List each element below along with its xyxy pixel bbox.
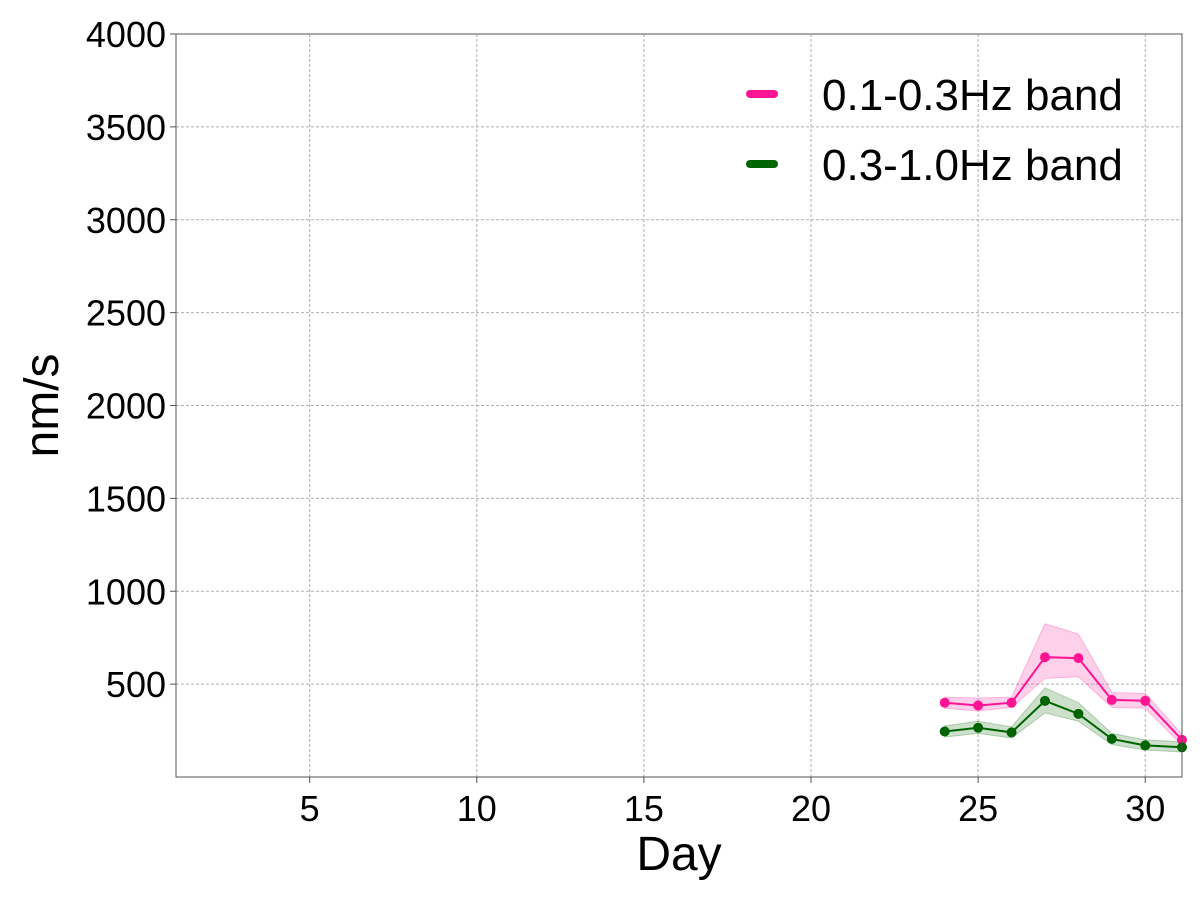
y-tick-label: 2500 (86, 293, 166, 334)
x-tick-label: 25 (958, 788, 998, 829)
data-point (1140, 740, 1151, 751)
data-point (1073, 708, 1084, 719)
y-tick-label: 4000 (86, 14, 166, 55)
x-tick-label: 5 (300, 788, 320, 829)
legend-label: 0.1-0.3Hz band (822, 71, 1123, 120)
data-point (1039, 695, 1050, 706)
x-tick-label: 15 (624, 788, 664, 829)
series-line-1 (944, 699, 1183, 749)
data-point (973, 722, 984, 733)
series-lines (944, 656, 1183, 749)
legend: 0.1-0.3Hz band 0.3-1.0Hz band (746, 71, 1123, 190)
y-tick-label: 3000 (86, 200, 166, 241)
y-tick-label: 1000 (86, 571, 166, 612)
x-tick-label: 20 (791, 788, 831, 829)
x-tick-label: 30 (1125, 788, 1165, 829)
grid (176, 33, 1182, 777)
data-point (1073, 653, 1084, 664)
data-point (1106, 694, 1117, 705)
x-tick-label: 10 (457, 788, 497, 829)
y-tick-label: 3500 (86, 107, 166, 148)
data-point (1106, 733, 1117, 744)
y-axis-ticks: 500 1000 1500 2000 2500 3000 3500 4000 (86, 14, 176, 705)
y-axis-label: nm/s (16, 353, 69, 457)
data-point (939, 726, 950, 737)
x-axis-label: Day (636, 828, 721, 881)
data-point (1039, 652, 1050, 663)
data-point (1140, 695, 1151, 706)
confidence-bands (944, 623, 1183, 753)
y-tick-label: 2000 (86, 386, 166, 427)
series-points (939, 652, 1187, 753)
y-tick-label: 500 (106, 664, 166, 705)
data-point (973, 700, 984, 711)
legend-label: 0.3-1.0Hz band (822, 141, 1123, 190)
y-tick-label: 1500 (86, 478, 166, 519)
data-point (1006, 727, 1017, 738)
data-point (939, 697, 950, 708)
series-line-0 (944, 656, 1183, 741)
x-axis-ticks: 5 10 15 20 25 30 (300, 777, 1165, 829)
data-point (1006, 697, 1017, 708)
